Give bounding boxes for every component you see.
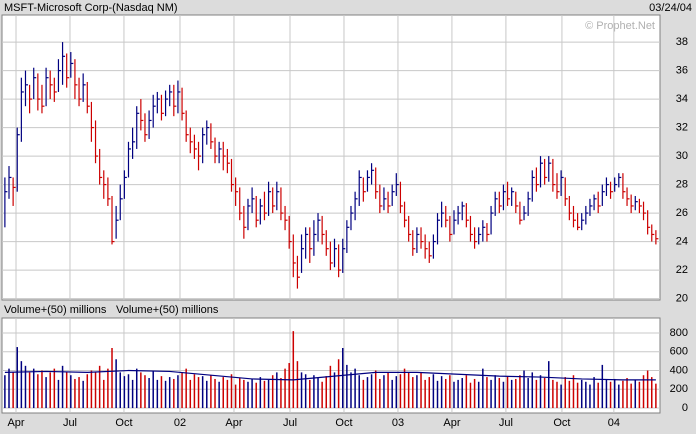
y-tick-label: 600 bbox=[670, 346, 688, 358]
y-tick-label: 400 bbox=[670, 364, 688, 376]
x-tick-label: Jul bbox=[63, 417, 77, 429]
price-panel bbox=[1, 14, 661, 301]
y-tick-label: 26 bbox=[676, 207, 688, 219]
x-tick-label: 04 bbox=[608, 417, 620, 429]
y-tick-label: 20 bbox=[676, 292, 688, 304]
x-tick-label: 02 bbox=[174, 417, 186, 429]
x-tick-label: Jul bbox=[283, 417, 297, 429]
date: 03/24/04 bbox=[649, 2, 692, 14]
x-tick-label: Oct bbox=[115, 417, 132, 429]
x-tick-label: Apr bbox=[225, 417, 242, 429]
y-tick-label: 30 bbox=[676, 150, 688, 162]
chart-title: MSFT-Microsoft Corp-(Nasdaq NM) bbox=[4, 2, 178, 14]
volume-ma bbox=[4, 369, 656, 381]
x-tick-label: 03 bbox=[392, 417, 404, 429]
volume-label: Volume+(50) millions bbox=[4, 304, 107, 316]
x-tick-label: Apr bbox=[7, 417, 24, 429]
volume-label: Volume+(50) millions bbox=[116, 304, 219, 316]
x-tick-label: Oct bbox=[553, 417, 570, 429]
y-tick-label: 22 bbox=[676, 264, 688, 276]
y-tick-label: 38 bbox=[676, 36, 688, 48]
watermark: © Prophet.Net bbox=[585, 20, 655, 32]
y-tick-label: 28 bbox=[676, 178, 688, 190]
x-tick-label: Jul bbox=[499, 417, 513, 429]
y-tick-label: 24 bbox=[676, 235, 688, 247]
y-tick-label: 34 bbox=[676, 93, 688, 105]
y-tick-label: 32 bbox=[676, 121, 688, 133]
y-tick-label: 0 bbox=[682, 402, 688, 414]
y-tick-label: 800 bbox=[670, 327, 688, 339]
x-tick-label: Oct bbox=[335, 417, 352, 429]
y-tick-label: 36 bbox=[676, 64, 688, 76]
x-tick-label: Apr bbox=[443, 417, 460, 429]
y-tick-label: 200 bbox=[670, 383, 688, 395]
